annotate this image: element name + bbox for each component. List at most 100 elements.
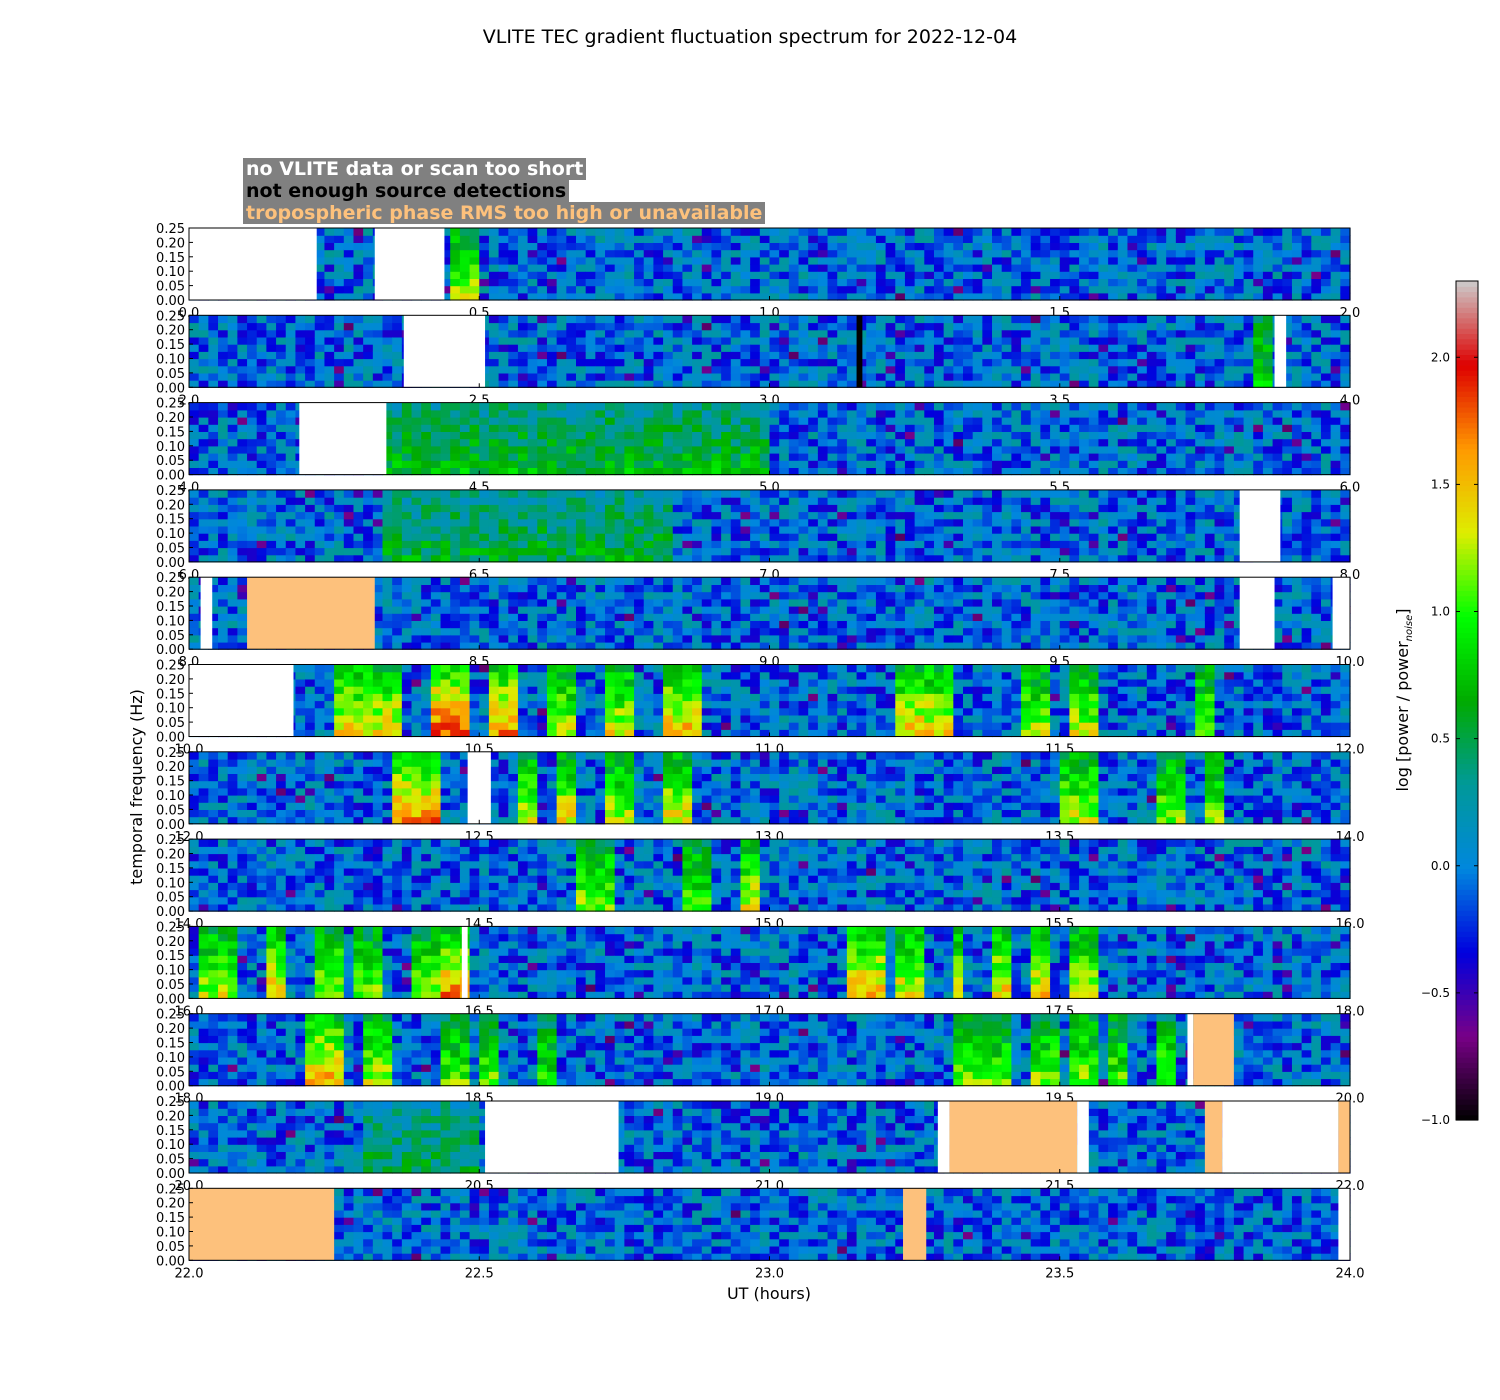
spectrum-cell bbox=[904, 329, 916, 338]
spectrum-cell bbox=[692, 292, 703, 301]
spectrum-cell bbox=[1175, 453, 1187, 461]
spectrum-cell bbox=[1166, 497, 1177, 505]
spectrum-cell bbox=[421, 402, 432, 411]
spectrum-cell bbox=[1204, 467, 1216, 476]
spectrum-cell bbox=[1320, 417, 1332, 425]
spectrum-cell bbox=[1156, 256, 1167, 265]
spectrum-cell bbox=[740, 344, 751, 352]
spectrum-cell bbox=[1108, 336, 1119, 345]
spectrum-cell bbox=[305, 365, 316, 374]
spectrum-cell bbox=[866, 554, 877, 563]
spectrum-cell bbox=[256, 504, 268, 513]
spectrum-cell bbox=[334, 518, 345, 527]
spectrum-cell bbox=[546, 518, 558, 527]
spectrum-cell bbox=[1137, 489, 1148, 498]
spectrum-cell bbox=[904, 264, 916, 272]
spectrum-cell bbox=[1282, 256, 1293, 265]
spectrum-cell bbox=[953, 344, 964, 352]
spectrum-cell bbox=[808, 460, 819, 468]
spectrum-cell bbox=[498, 271, 509, 279]
spectrum-cell bbox=[469, 285, 480, 294]
spectrum-cell bbox=[1011, 256, 1022, 265]
spectrum-cell bbox=[730, 242, 742, 251]
spectrum-cell bbox=[237, 642, 248, 650]
spectrum-cell bbox=[1272, 453, 1283, 461]
spectrum-cell bbox=[817, 511, 829, 520]
spectrum-cell bbox=[924, 322, 935, 331]
spectrum-cell bbox=[1079, 344, 1090, 352]
spectrum-cell bbox=[1301, 460, 1312, 468]
spectrum-cell bbox=[595, 402, 606, 411]
spectrum-cell bbox=[992, 511, 1003, 520]
spectrum-cell bbox=[1059, 228, 1071, 236]
spectrum-cell bbox=[1040, 358, 1051, 367]
spectrum-cell bbox=[517, 525, 529, 534]
spectrum-cell bbox=[692, 497, 703, 505]
spectrum-cell bbox=[1195, 460, 1206, 468]
spectrum-cell bbox=[1340, 372, 1351, 381]
spectrum-cell bbox=[1040, 525, 1051, 534]
spectrum-cell bbox=[759, 409, 771, 418]
spectrum-cell bbox=[1320, 235, 1332, 243]
spectrum-cell bbox=[401, 547, 413, 556]
spectrum-cell bbox=[595, 249, 606, 258]
spectrum-cell bbox=[875, 322, 887, 331]
spectrum-cell bbox=[1001, 235, 1012, 243]
spectrum-cell bbox=[866, 409, 877, 418]
spectrum-cell bbox=[566, 445, 577, 454]
spectrum-cell bbox=[1098, 497, 1109, 505]
spectrum-cell bbox=[411, 540, 422, 549]
spectrum-cell bbox=[875, 271, 887, 279]
spectrum-cell bbox=[1224, 322, 1235, 331]
spectrum-cell bbox=[1253, 402, 1264, 411]
spectrum-cell bbox=[1330, 417, 1341, 425]
spectrum-cell bbox=[1253, 460, 1264, 468]
spectrum-cell bbox=[904, 533, 916, 541]
spectrum-cell bbox=[314, 497, 326, 505]
spectrum-cell bbox=[459, 453, 471, 461]
spectrum-cell bbox=[759, 285, 771, 294]
spectrum-cell bbox=[372, 533, 384, 541]
spectrum-cell bbox=[605, 264, 616, 272]
spectrum-cell bbox=[1098, 256, 1109, 265]
spectrum-cell bbox=[372, 380, 384, 388]
spectrum-cell bbox=[208, 540, 219, 549]
spectrum-cell bbox=[450, 497, 461, 505]
spectrum-cell bbox=[605, 256, 616, 265]
spectrum-cell bbox=[295, 344, 306, 352]
spectrum-cell bbox=[992, 380, 1003, 388]
spectrum-cell bbox=[788, 315, 800, 324]
spectrum-cell bbox=[1040, 417, 1051, 425]
spectrum-cell bbox=[1156, 431, 1167, 440]
spectrum-cell bbox=[992, 438, 1003, 447]
spectrum-cell bbox=[218, 344, 229, 352]
spectrum-cell bbox=[953, 518, 964, 527]
spectrum-cell bbox=[769, 467, 780, 476]
spectrum-cell bbox=[1195, 554, 1206, 563]
spectrum-cell bbox=[866, 285, 877, 294]
spectrum-cell bbox=[227, 518, 238, 527]
spectrum-cell bbox=[363, 329, 374, 338]
spectrum-cell bbox=[1040, 336, 1051, 345]
spectrum-cell bbox=[1166, 336, 1177, 345]
spectrum-cell bbox=[643, 372, 655, 381]
spectrum-cell bbox=[701, 533, 713, 541]
spectrum-cell bbox=[740, 228, 751, 236]
spectrum-cell bbox=[1021, 249, 1032, 258]
spectrum-cell bbox=[827, 315, 838, 324]
spectrum-cell bbox=[1204, 271, 1216, 279]
spectrum-cell bbox=[1021, 533, 1032, 541]
spectrum-cell bbox=[1040, 504, 1051, 513]
spectrum-cell bbox=[711, 511, 722, 520]
spectrum-cell bbox=[1069, 228, 1080, 236]
spectrum-cell bbox=[411, 460, 422, 468]
spectrum-cell bbox=[885, 554, 896, 563]
spectrum-cell bbox=[779, 497, 790, 505]
spectrum-cell bbox=[1001, 409, 1012, 418]
spectrum-cell bbox=[1311, 322, 1322, 331]
spectrum-cell bbox=[1262, 424, 1274, 432]
spectrum-cell bbox=[759, 271, 771, 279]
spectrum-cell bbox=[605, 249, 616, 258]
spectrum-cell bbox=[334, 554, 345, 563]
spectrum-cell bbox=[1320, 242, 1332, 251]
